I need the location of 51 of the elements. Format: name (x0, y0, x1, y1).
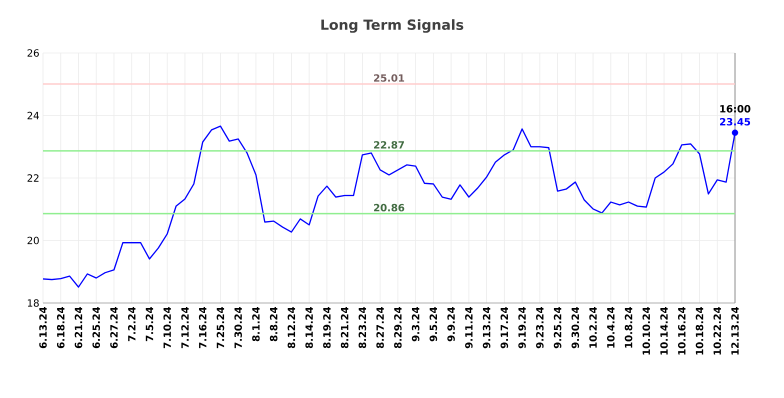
x-tick-label: 9.19.24 (518, 306, 526, 348)
x-tick-label: 7.30.24 (234, 306, 242, 348)
x-tick-label: 6.21.24 (74, 306, 82, 348)
y-tick-label: 20 (28, 236, 39, 244)
x-tick-label: 9.17.24 (500, 306, 508, 348)
x-tick-label: 10.4.24 (607, 306, 615, 348)
x-tick-label: 9.11.24 (465, 306, 473, 348)
y-tick-label: 26 (28, 49, 39, 57)
x-tick-label: 7.16.24 (198, 306, 206, 348)
x-tick-label: 10.10.24 (642, 306, 650, 355)
x-tick-label: 9.5.24 (430, 306, 438, 342)
x-tick-label: 9.23.24 (536, 306, 544, 348)
x-tick-label: 7.10.24 (163, 306, 171, 348)
x-tick-label: 8.12.24 (288, 306, 296, 348)
x-tick-label: 10.18.24 (696, 306, 704, 355)
x-tick-label: 6.13.24 (39, 306, 47, 348)
x-tick-label: 10.8.24 (624, 306, 632, 348)
x-tick-label: 7.25.24 (216, 306, 224, 348)
x-tick-label: 8.14.24 (305, 306, 313, 348)
data-label: 23.45 (720, 118, 750, 126)
x-tick-label: 8.21.24 (340, 306, 348, 348)
x-tick-label: 9.25.24 (554, 306, 562, 348)
ref-line-label: 20.86 (374, 204, 404, 212)
x-tick-label: 7.5.24 (146, 306, 154, 342)
annotation: 16:00 (720, 105, 750, 113)
y-tick-label: 18 (28, 299, 39, 307)
x-tick-label: 6.18.24 (56, 306, 65, 348)
x-tick-label: 10.16.24 (678, 306, 686, 355)
x-tick-label: 8.27.24 (376, 306, 384, 348)
x-tick-label: 8.29.24 (394, 306, 402, 348)
x-tick-label: 9.3.24 (412, 306, 420, 342)
ref-line-label: 22.87 (374, 141, 404, 149)
x-tick-label: 8.8.24 (270, 306, 278, 342)
x-tick-label: 6.27.24 (110, 306, 118, 348)
y-tick-label: 24 (28, 112, 39, 120)
x-tick-label: 12.13.24 (731, 306, 739, 355)
x-tick-label: 10.14.24 (660, 306, 668, 355)
x-tick-label: 8.1.24 (252, 306, 260, 342)
x-tick-label: 8.19.24 (323, 306, 331, 348)
x-tick-label: 8.23.24 (358, 306, 366, 348)
x-tick-label: 10.22.24 (713, 306, 722, 355)
ref-line-label: 25.01 (374, 74, 404, 82)
x-tick-label: 7.12.24 (181, 306, 189, 348)
x-tick-label: 10.2.24 (589, 306, 597, 348)
y-tick-label: 22 (28, 174, 38, 182)
chart-title: Long Term Signals (321, 19, 464, 33)
x-tick-label: 9.9.24 (447, 306, 455, 342)
x-tick-label: 9.13.24 (482, 306, 490, 348)
x-tick-label: 9.30.24 (572, 306, 580, 348)
x-tick-label: 7.2.24 (128, 306, 136, 342)
x-tick-label: 6.25.24 (92, 306, 100, 348)
